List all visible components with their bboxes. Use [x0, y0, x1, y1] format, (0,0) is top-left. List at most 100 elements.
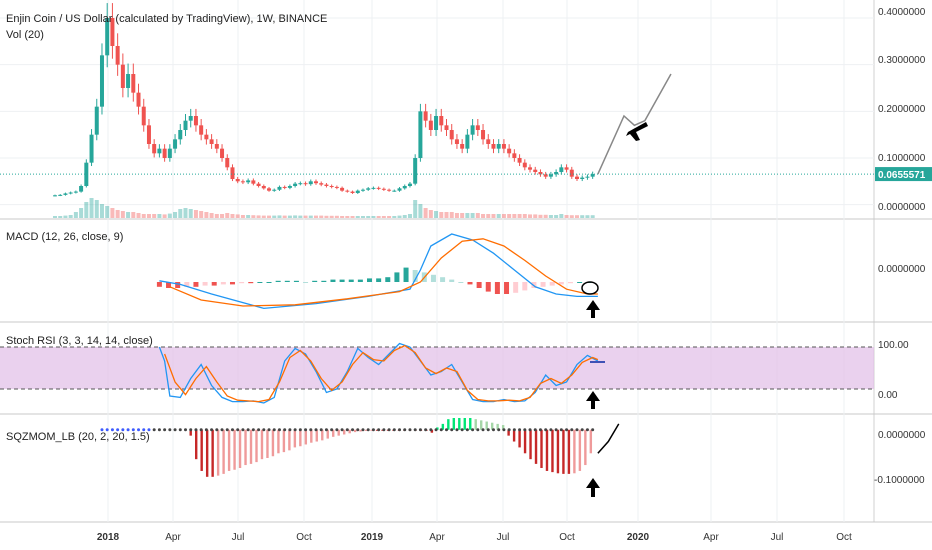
volume-bar: [235, 214, 240, 218]
sqzmom-squeeze-dot: [220, 428, 224, 432]
sqzmom-squeeze-dot: [178, 428, 182, 432]
sqzmom-squeeze-dot: [241, 428, 245, 432]
volume-bar: [240, 215, 245, 218]
sqzmom-histogram-bar: [458, 418, 461, 430]
candle-body: [152, 144, 157, 154]
candle-body: [481, 130, 486, 140]
stoch-rsi-pane[interactable]: [0, 342, 874, 404]
candle-body: [350, 191, 355, 193]
candle-body: [360, 189, 365, 191]
candle-body: [126, 74, 131, 88]
candle-body: [543, 174, 548, 177]
sqzmom-histogram-bar: [348, 429, 351, 434]
sqzmom-squeeze-dot: [481, 428, 485, 432]
macd-histogram-bar: [494, 282, 500, 294]
sqzmom-histogram-bar: [463, 418, 466, 430]
sqzmom-histogram-bar: [200, 429, 203, 471]
volume-bar: [528, 214, 533, 218]
macd-line: [159, 233, 598, 310]
sqzmom-squeeze-dot: [544, 428, 548, 432]
volume-bar: [580, 215, 585, 218]
sqzmom-histogram-bar: [534, 429, 538, 464]
sqzmom-squeeze-dot: [371, 428, 375, 432]
sqzmom-squeeze-dot: [418, 428, 422, 432]
price-tick-label: 0.1000000: [878, 153, 926, 164]
sqzmom-squeeze-dot: [199, 428, 203, 432]
macd-histogram-bar: [211, 282, 217, 286]
sqzmom-squeeze-dot: [204, 428, 208, 432]
sqzmom-squeeze-dot: [157, 428, 161, 432]
candle-body: [240, 181, 245, 183]
candle-body: [580, 177, 585, 179]
sqzmom-projection-line: [597, 423, 620, 454]
macd-pane[interactable]: [156, 233, 599, 310]
macd-histogram-bar: [522, 282, 528, 291]
volume-bar: [470, 213, 475, 218]
candle-body: [308, 181, 313, 185]
candle-body: [58, 194, 63, 196]
volume-bar: [53, 216, 57, 218]
candle-body: [528, 167, 533, 170]
sqzmom-squeeze-dot: [518, 428, 522, 432]
sqzmom-squeeze-dot: [382, 428, 386, 432]
macd-histogram-bar: [376, 278, 382, 282]
price-pane[interactable]: [0, 3, 874, 218]
candle-body: [84, 162, 89, 186]
sqzmom-squeeze-dot: [116, 428, 120, 432]
sqzmom-squeeze-dot: [288, 428, 292, 432]
sqzmom-histogram-bar: [556, 429, 560, 474]
volume-bar: [110, 208, 115, 218]
candle-body: [235, 179, 240, 182]
volume-bar: [585, 215, 590, 218]
stoch-rsi-k-line: [158, 342, 599, 404]
sqzmom-histogram-bar: [244, 429, 247, 466]
volume-bar: [538, 214, 543, 218]
macd-signal-line: [169, 238, 598, 307]
candle-body: [319, 183, 324, 185]
sqzmom-histogram-bar: [233, 429, 236, 470]
sqzmom-squeeze-dot: [455, 428, 459, 432]
sqzmom-histogram-bar: [501, 425, 505, 430]
candle-body: [193, 116, 198, 126]
stoch-rsi-band: [0, 347, 874, 389]
candle-body: [590, 174, 595, 177]
volume-bar: [590, 215, 595, 218]
macd-histogram-bar: [577, 282, 583, 283]
volume-bar: [246, 215, 251, 218]
volume-bar: [314, 215, 318, 218]
candle-body: [230, 167, 235, 179]
volume-bar: [131, 212, 136, 218]
x-tick-label: Jul: [497, 532, 510, 543]
volume-bar: [522, 214, 527, 218]
candle-body: [423, 111, 428, 121]
volume-bar: [272, 215, 277, 218]
sqzmom-squeeze-dot: [173, 428, 177, 432]
sqzmom-squeeze-dot: [445, 428, 448, 432]
candle-body: [209, 139, 214, 144]
sqzmom-squeeze-dot: [163, 428, 167, 432]
stoch-rsi-d-line: [164, 344, 599, 403]
volume-bar: [465, 213, 470, 218]
candle-body: [183, 120, 188, 130]
sqzmom-squeeze-dot: [215, 428, 219, 432]
price-tick-label: 0.4000000: [878, 7, 926, 18]
sqzmom-histogram-bar: [255, 429, 258, 463]
volume-bar: [225, 213, 230, 218]
candle-body: [63, 193, 68, 195]
sqzmom-squeeze-dot: [424, 428, 428, 432]
volume-bar: [413, 200, 418, 218]
candle-body: [146, 125, 151, 144]
sqzmom-histogram-bar: [211, 429, 214, 477]
candle-body: [251, 180, 256, 184]
sqzmom-histogram-bar: [430, 429, 434, 433]
macd-histogram-bar: [549, 282, 555, 286]
sqzmom-squeeze-dot: [110, 428, 114, 432]
volume-bar: [152, 214, 157, 218]
sqzmom-histogram: [189, 418, 593, 477]
sqzmom-pane[interactable]: [100, 418, 620, 477]
macd-histogram-bar: [540, 282, 546, 287]
x-tick-label: 2018: [97, 532, 120, 543]
macd-histogram-bar: [394, 272, 400, 282]
sqzmom-histogram-bar: [523, 429, 527, 454]
